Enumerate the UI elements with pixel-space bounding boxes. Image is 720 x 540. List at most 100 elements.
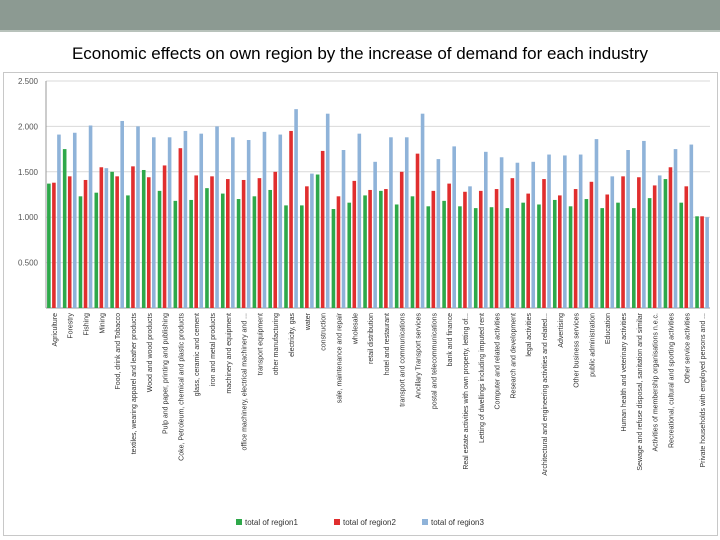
x-tick-label: other manufacturing bbox=[273, 313, 280, 375]
bar-1 bbox=[347, 202, 352, 308]
bar-1 bbox=[47, 183, 51, 308]
bar-2 bbox=[637, 177, 641, 308]
bar-1 bbox=[410, 196, 415, 308]
legend-label: total of region3 bbox=[431, 518, 484, 527]
bar-1 bbox=[442, 200, 446, 308]
bar-1 bbox=[647, 198, 652, 308]
bar-3 bbox=[563, 155, 567, 308]
x-tick-label: Ancillary Transport services bbox=[416, 313, 423, 399]
bar-1 bbox=[141, 169, 146, 308]
x-tick-label: Pulp and paper, printing and publishing bbox=[163, 313, 170, 434]
bar-1 bbox=[94, 192, 99, 308]
bar-2 bbox=[67, 176, 72, 308]
x-tick-label: Human health and veterinary activities bbox=[621, 313, 628, 432]
bar-2 bbox=[289, 130, 293, 308]
bar-1 bbox=[537, 204, 541, 308]
bar-1 bbox=[584, 199, 589, 308]
bar-2 bbox=[526, 193, 530, 308]
x-tick-label: Architectural and engineering activities… bbox=[542, 313, 549, 476]
legend-label: total of region2 bbox=[343, 518, 396, 527]
bar-3 bbox=[515, 162, 520, 308]
bar-2 bbox=[494, 189, 499, 308]
legend-label: total of region1 bbox=[245, 518, 298, 527]
x-tick-label: Wood and wood products bbox=[147, 313, 154, 393]
x-tick-label: retail distribution bbox=[368, 313, 375, 364]
bar-1 bbox=[300, 205, 304, 308]
x-tick-label: Forestry bbox=[68, 313, 75, 339]
x-tick-label: Activities of membership organisations n… bbox=[653, 313, 660, 452]
bar-3 bbox=[325, 113, 330, 308]
bar-2 bbox=[573, 189, 578, 308]
bar-2 bbox=[52, 182, 56, 308]
bar-1 bbox=[616, 202, 620, 308]
bar-3 bbox=[673, 149, 678, 308]
bar-2 bbox=[399, 171, 404, 308]
bar-1 bbox=[236, 199, 241, 308]
bar-3 bbox=[152, 137, 156, 308]
bar-2 bbox=[684, 186, 689, 308]
x-tick-label: Food, drink and Tobacco bbox=[115, 313, 122, 390]
legend-swatch bbox=[334, 519, 340, 525]
bar-2 bbox=[273, 171, 278, 308]
bar-1 bbox=[220, 193, 225, 308]
bar-1 bbox=[78, 196, 83, 308]
x-tick-label: Private households with employed persons… bbox=[700, 313, 707, 468]
x-tick-label: legal activities bbox=[526, 313, 533, 357]
bar-2 bbox=[146, 177, 151, 308]
bar-1 bbox=[173, 200, 178, 308]
bar-1 bbox=[205, 188, 209, 308]
x-tick-label: Recreational, cultural and sporting acti… bbox=[668, 313, 675, 449]
bar-3 bbox=[452, 146, 456, 308]
bar-1 bbox=[394, 204, 399, 308]
bar-2 bbox=[510, 178, 515, 308]
bar-1 bbox=[505, 208, 510, 308]
bar-2 bbox=[320, 150, 325, 308]
bar-3 bbox=[215, 126, 219, 309]
x-tick-label: Letting of dwellings including imputed r… bbox=[479, 313, 486, 443]
bar-3 bbox=[72, 132, 77, 308]
bar-3 bbox=[167, 137, 172, 308]
x-tick-label: wholesale bbox=[352, 313, 359, 345]
bar-3 bbox=[389, 137, 393, 308]
x-tick-label: office machinery, electrical machinery a… bbox=[242, 313, 249, 451]
bar-3 bbox=[310, 173, 314, 308]
bar-2 bbox=[621, 176, 625, 308]
legend-swatch bbox=[422, 519, 428, 525]
bar-2 bbox=[447, 183, 451, 308]
x-tick-label: Agriculture bbox=[52, 313, 59, 347]
bar-2 bbox=[336, 196, 341, 308]
bar-chart: 0.500 1.000 1.500 2.000 2.500 Agriculture Fore… bbox=[18, 77, 710, 527]
bar-2 bbox=[384, 189, 388, 308]
bar-3 bbox=[120, 120, 124, 308]
bar-1 bbox=[379, 190, 383, 308]
bar-3 bbox=[373, 161, 377, 308]
bar-1 bbox=[458, 206, 462, 308]
bar-3 bbox=[610, 176, 615, 308]
bar-2 bbox=[257, 178, 262, 308]
x-tick-label: transport and communications bbox=[400, 313, 407, 407]
y-tick-label: 1.500 bbox=[18, 168, 39, 177]
x-tick-label: Research and development bbox=[510, 313, 517, 399]
bar-3 bbox=[357, 133, 362, 308]
bar-2 bbox=[305, 186, 309, 308]
bar-3 bbox=[231, 137, 235, 308]
bar-3 bbox=[642, 140, 646, 308]
bar-1 bbox=[315, 174, 320, 308]
bar-3 bbox=[547, 154, 551, 308]
x-tick-label: water bbox=[305, 312, 312, 331]
bar-1 bbox=[189, 199, 193, 308]
bar-2 bbox=[226, 179, 230, 308]
bar-3 bbox=[104, 168, 109, 308]
y-tick-label: 1.000 bbox=[18, 213, 39, 222]
x-tick-label: Education bbox=[605, 313, 612, 344]
bar-2 bbox=[241, 179, 246, 308]
bar-3 bbox=[199, 133, 204, 308]
bar-2 bbox=[115, 176, 119, 308]
bar-1 bbox=[126, 195, 130, 308]
x-tick-label: public administration bbox=[589, 313, 596, 377]
bar-3 bbox=[341, 150, 346, 308]
x-tick-label: Advertising bbox=[558, 313, 565, 348]
x-tick-label: Fishing bbox=[84, 313, 91, 336]
x-tick-label: transport equipment bbox=[257, 313, 264, 375]
bar-3 bbox=[578, 154, 583, 308]
